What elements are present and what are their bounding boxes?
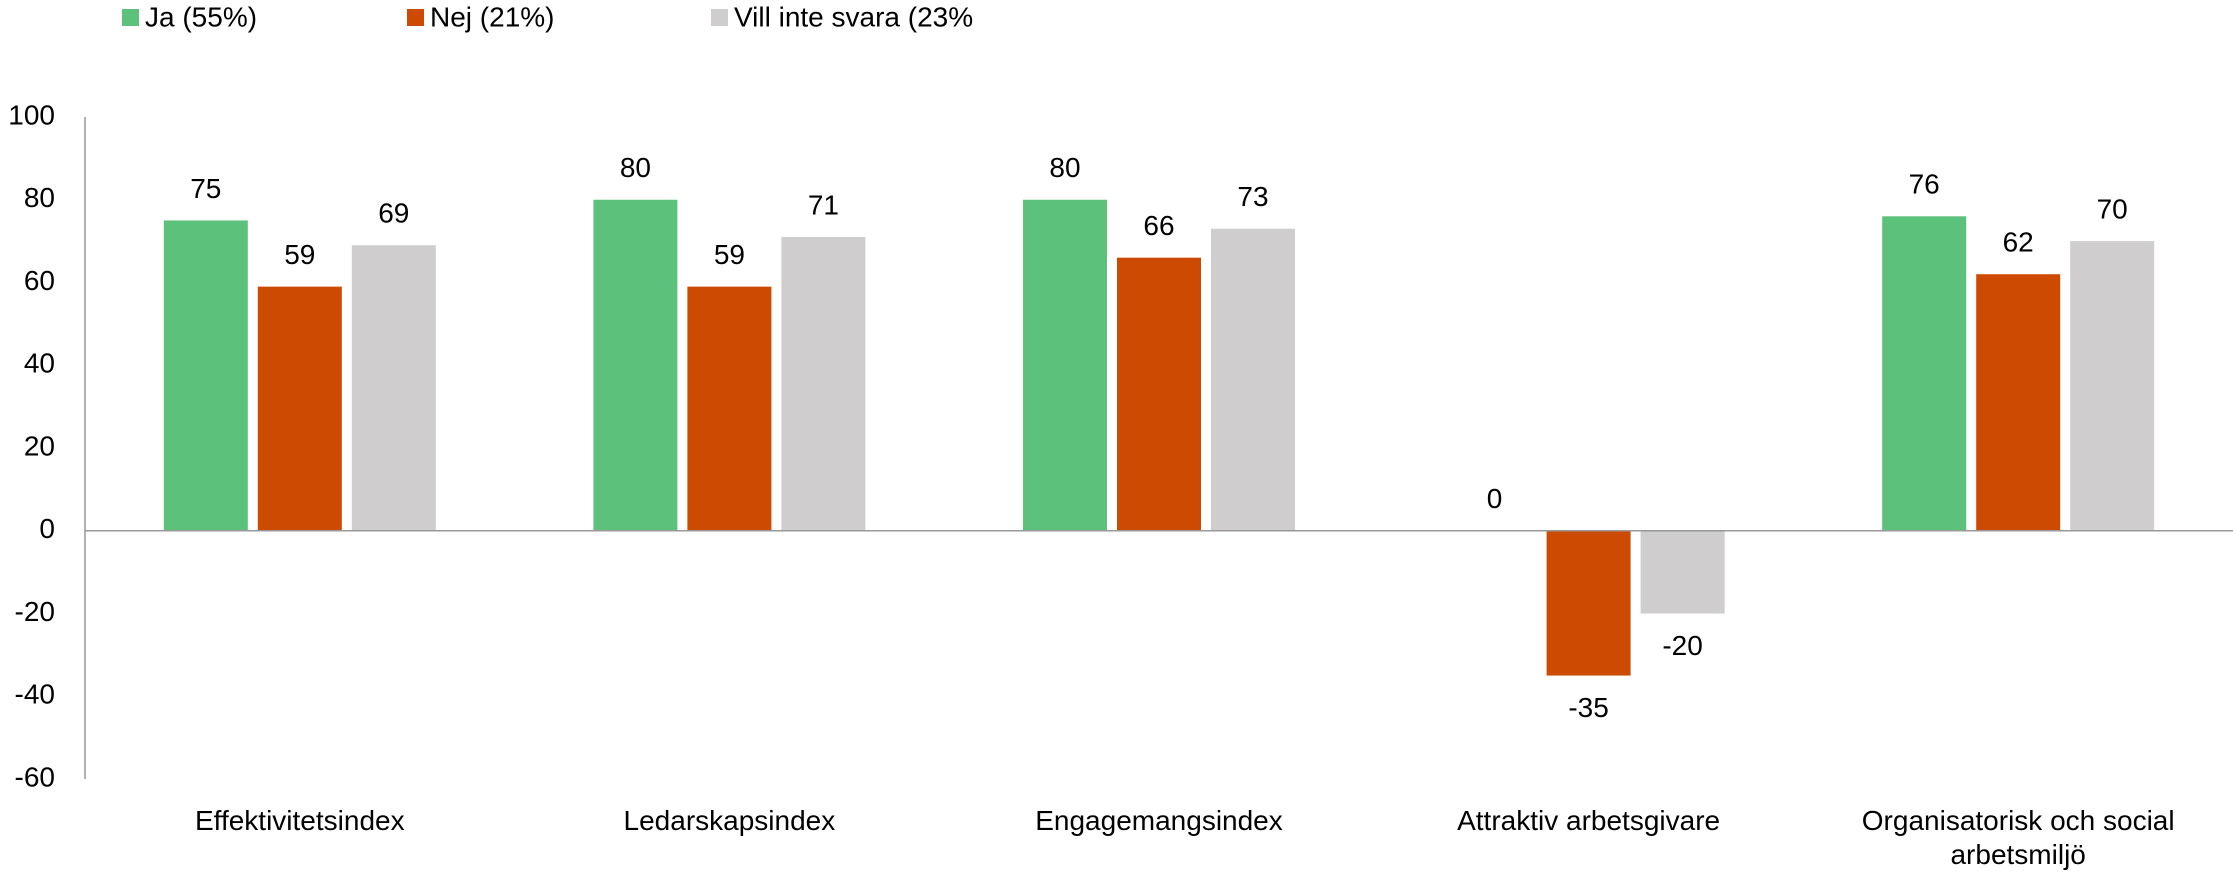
bar [593, 199, 678, 531]
legend-label: Nej (21%) [430, 1, 554, 32]
value-label: -20 [1662, 630, 1702, 661]
value-label: 73 [1237, 181, 1268, 212]
value-label: 62 [2003, 227, 2034, 258]
x-tick-label: Effektivitetsindex [195, 805, 405, 836]
bar [163, 220, 248, 531]
bar [687, 286, 772, 531]
legend-swatch [122, 9, 139, 26]
value-label: 59 [284, 239, 315, 270]
x-tick-label: Ledarskapsindex [623, 805, 836, 836]
bar [781, 236, 866, 531]
y-tick-label: 0 [39, 513, 55, 544]
bar [1640, 530, 1725, 614]
bar [1882, 216, 1967, 531]
bar [1211, 228, 1295, 531]
bar [1976, 274, 2061, 531]
bar [1117, 257, 1201, 531]
value-label: -35 [1568, 692, 1608, 723]
x-tick-label: Engagemangsindex [1035, 805, 1283, 836]
value-label: 75 [190, 173, 221, 204]
legend-swatch [407, 9, 424, 26]
value-label: 0 [1487, 483, 1503, 514]
bar [2070, 241, 2155, 531]
bar [257, 286, 342, 531]
value-label: 71 [808, 189, 839, 220]
value-label: 70 [2097, 194, 2128, 225]
bar [1023, 199, 1107, 531]
y-tick-label: 20 [24, 430, 55, 461]
value-label: 66 [1143, 210, 1174, 241]
y-tick-label: -40 [15, 679, 55, 710]
value-label: 80 [620, 152, 651, 183]
bar [351, 245, 436, 531]
value-label: 76 [1909, 169, 1940, 200]
legend-label: Vill inte svara (23% [734, 1, 973, 32]
value-label: 69 [378, 198, 409, 229]
y-tick-label: -20 [15, 596, 55, 627]
y-tick-label: 40 [24, 348, 55, 379]
legend-label: Ja (55%) [145, 1, 257, 32]
legend-swatch [711, 9, 728, 26]
value-label: 80 [1049, 152, 1080, 183]
x-tick-label: Organisatorisk och social arbetsmiljö [1861, 805, 2175, 870]
bar [1546, 530, 1631, 676]
y-tick-label: 80 [24, 182, 55, 213]
y-tick-label: -60 [15, 761, 55, 792]
y-tick-label: 60 [24, 265, 55, 296]
y-tick-label: 100 [8, 99, 55, 130]
x-tick-label: Attraktiv arbetsgivare [1457, 805, 1721, 836]
value-label: 59 [714, 239, 745, 270]
